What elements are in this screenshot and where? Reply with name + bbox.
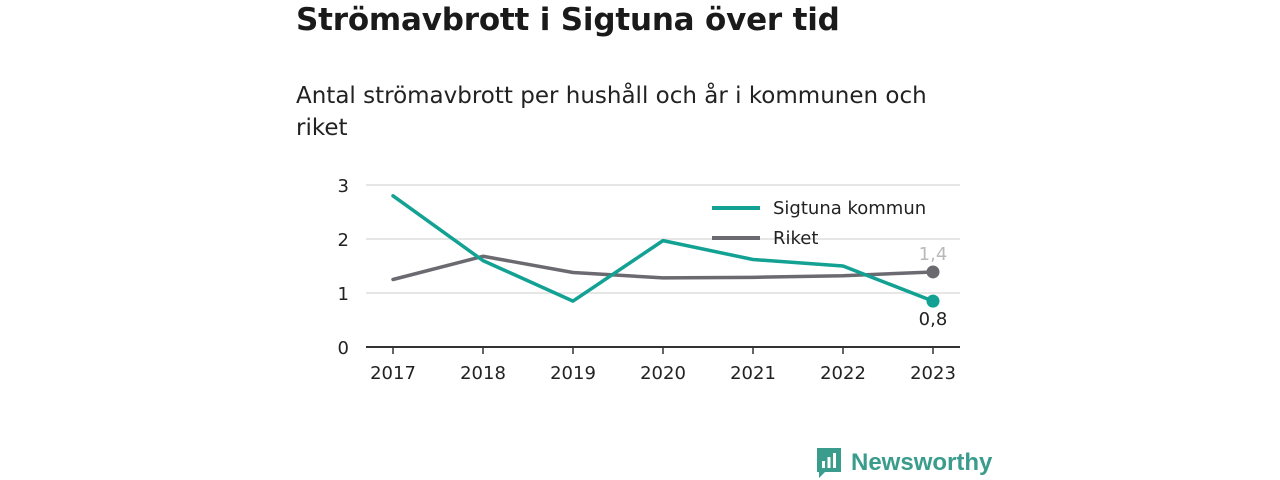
data-point [926,265,940,279]
data-label: 1,4 [919,244,948,265]
chart-title: Strömavbrott i Sigtuna över tid [296,2,840,38]
legend-label: Sigtuna kommun [773,198,926,219]
x-tick-label: 2018 [460,363,506,384]
legend-label: Riket [773,228,818,249]
legend: Sigtuna kommun Riket [712,198,926,249]
x-tick-label: 2019 [550,363,596,384]
y-tick-label: 2 [338,230,349,251]
newsworthy-logo-icon [817,448,841,478]
data-point [926,294,940,308]
chart-subtitle: Antal strömavbrott per hushåll och år i … [296,83,927,141]
x-tick-label: 2020 [640,363,686,384]
x-tick-label: 2022 [820,363,866,384]
brand-name: Newsworthy [851,449,993,476]
x-tick-label: 2017 [370,363,416,384]
x-tick-label: 2023 [910,363,956,384]
y-tick-label: 3 [338,176,349,197]
y-tick-label: 1 [338,284,349,305]
data-label: 0,8 [919,309,948,330]
y-tick-label: 0 [338,338,349,359]
newsworthy-logo: Newsworthy [815,446,992,480]
x-tick-label: 2021 [730,363,776,384]
